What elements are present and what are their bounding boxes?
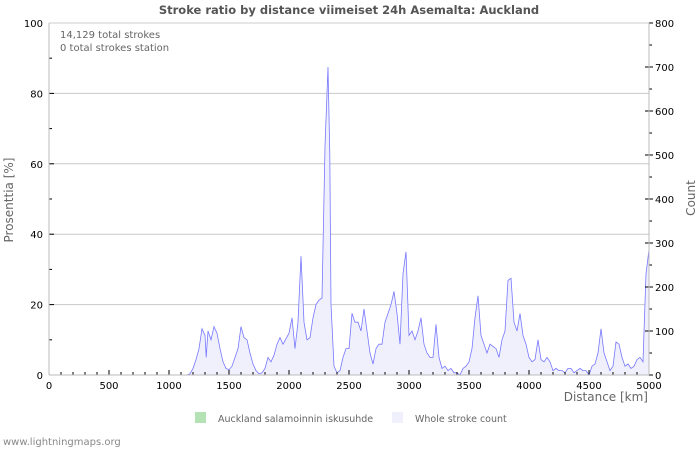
y-right-tick-label: 400 (655, 195, 674, 206)
y-right-tick-label: 800 (655, 19, 674, 30)
x-tick-label: 4500 (576, 381, 601, 392)
y-left-axis-label: Prosenttia [%] (2, 158, 16, 243)
x-tick-label: 2500 (336, 381, 361, 392)
y-right-tick-label: 600 (655, 107, 674, 118)
y-left-tick-label: 20 (30, 301, 43, 312)
y-left-tick-label: 0 (37, 371, 43, 382)
y-right-tick-label: 100 (655, 327, 674, 338)
x-tick-label: 0 (46, 381, 52, 392)
x-tick-label: 3000 (396, 381, 421, 392)
x-tick-label: 1500 (216, 381, 241, 392)
y-right-tick-label: 700 (655, 63, 674, 74)
x-tick-label: 2000 (276, 381, 301, 392)
legend: Auckland salamoinnin iskusuhde Whole str… (195, 412, 507, 425)
legend-label-count: Whole stroke count (415, 414, 507, 425)
chart-title: Stroke ratio by distance viimeiset 24h A… (159, 3, 539, 17)
x-axis-label: Distance [km] (564, 390, 648, 404)
x-tick-label: 500 (99, 381, 118, 392)
x-tick-label: 4000 (516, 381, 541, 392)
stroke-count-area (49, 67, 649, 375)
y-left-tick-label: 80 (30, 89, 43, 100)
site-credit: www.lightningmaps.org (3, 437, 121, 448)
y-left-tick-label: 60 (30, 160, 43, 171)
legend-swatch-count (392, 412, 403, 423)
annotation-station-strokes: 0 total strokes station (60, 43, 169, 54)
legend-swatch-ratio (195, 412, 206, 423)
y-left-tick-label: 40 (30, 230, 43, 241)
x-tick-label: 3500 (456, 381, 481, 392)
y-right-axis-label: Count (684, 180, 698, 216)
x-tick-label: 5000 (636, 381, 661, 392)
stroke-count-line (49, 66, 650, 376)
x-tick-label: 1000 (156, 381, 181, 392)
y-right-tick-label: 200 (655, 283, 674, 294)
legend-label-ratio: Auckland salamoinnin iskusuhde (218, 414, 373, 425)
y-right-tick-label: 0 (655, 371, 661, 382)
annotation-total-strokes: 14,129 total strokes (60, 30, 160, 41)
y-right-tick-label: 300 (655, 239, 674, 250)
y-right-tick-label: 500 (655, 151, 674, 162)
y-left-tick-label: 100 (24, 19, 43, 30)
